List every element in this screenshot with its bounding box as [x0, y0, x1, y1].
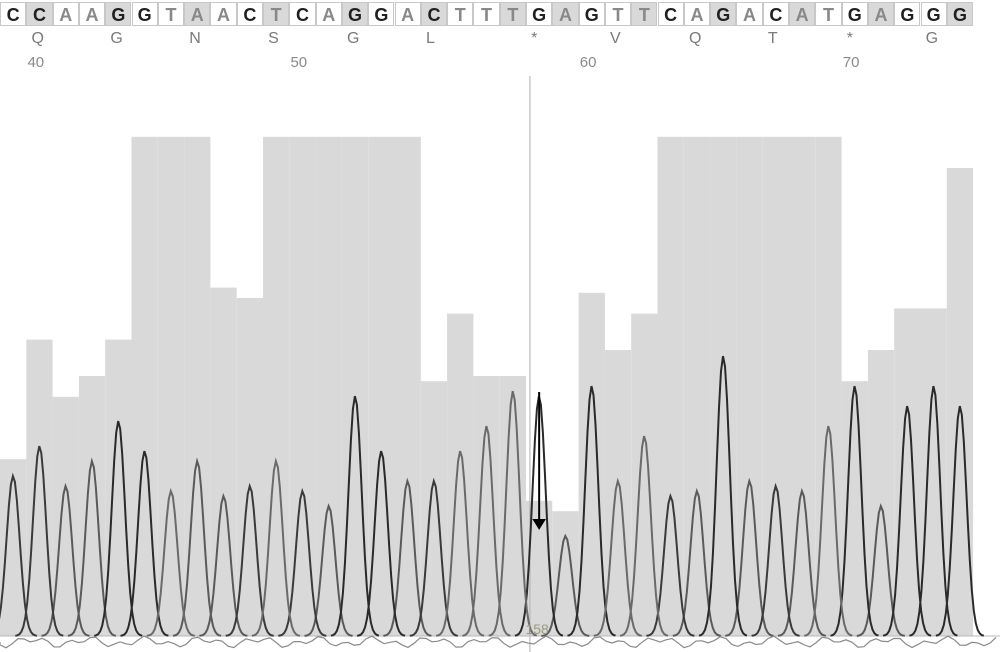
cursor-position-number: 158 [525, 621, 549, 637]
base-cell: A [736, 2, 762, 26]
amino-acid-label: * [847, 30, 853, 48]
base-cell: C [421, 2, 447, 26]
base-cell: G [368, 2, 394, 26]
base-cell: G [921, 2, 947, 26]
base-cell: T [263, 2, 289, 26]
base-cell: T [631, 2, 657, 26]
amino-acid-label: L [426, 30, 435, 48]
base-cell: T [473, 2, 499, 26]
base-cell: A [684, 2, 710, 26]
base-cell: C [26, 2, 52, 26]
amino-acid-row: Q G N S G L * V Q T * G [0, 30, 1000, 52]
quality-bars [0, 137, 973, 636]
base-cell: A [789, 2, 815, 26]
position-label: 70 [843, 54, 860, 71]
base-cell: A [210, 2, 236, 26]
position-label: 50 [290, 54, 307, 71]
base-cell: A [316, 2, 342, 26]
base-cell: T [447, 2, 473, 26]
base-cell: C [658, 2, 684, 26]
position-label: 60 [580, 54, 597, 71]
amino-acid-label: G [347, 30, 359, 48]
base-cell: G [842, 2, 868, 26]
base-cell: G [894, 2, 920, 26]
position-index-row: 40 50 60 70 [0, 54, 1000, 74]
noise-trace [0, 636, 996, 648]
base-cell: G [579, 2, 605, 26]
base-cell: C [763, 2, 789, 26]
base-cell: C [0, 2, 26, 26]
amino-acid-label: N [189, 30, 201, 48]
base-cell: T [605, 2, 631, 26]
base-cell: G [132, 2, 158, 26]
base-cell: A [868, 2, 894, 26]
base-cell: G [342, 2, 368, 26]
amino-acid-label: G [110, 30, 122, 48]
base-cell: G [105, 2, 131, 26]
amino-acid-label: G [926, 30, 938, 48]
base-cell: A [184, 2, 210, 26]
amino-acid-label: S [268, 30, 279, 48]
base-cell: C [289, 2, 315, 26]
base-cell: C [237, 2, 263, 26]
base-cell: G [526, 2, 552, 26]
amino-acid-label: V [610, 30, 621, 48]
base-cell: A [395, 2, 421, 26]
amino-acid-label: * [531, 30, 537, 48]
trace-area: 158 [0, 76, 1000, 652]
chromatogram-view: CCAAGGTAACTCAGGACTTTGAGTTCAGACATGAGGG QG… [0, 0, 1000, 652]
amino-acid-label: T [768, 30, 778, 48]
base-cell: T [500, 2, 526, 26]
amino-acid-label: Q [31, 30, 43, 48]
base-cell: G [947, 2, 973, 26]
base-cell: A [53, 2, 79, 26]
position-label: 40 [27, 54, 44, 71]
base-cell: T [815, 2, 841, 26]
base-cell: T [158, 2, 184, 26]
amino-acid-label: Q [689, 30, 701, 48]
base-sequence-row: CCAAGGTAACTCAGGACTTTGAGTTCAGACATGAGGG [0, 0, 1000, 28]
base-cell: G [710, 2, 736, 26]
base-cell: A [79, 2, 105, 26]
base-cell: A [552, 2, 578, 26]
